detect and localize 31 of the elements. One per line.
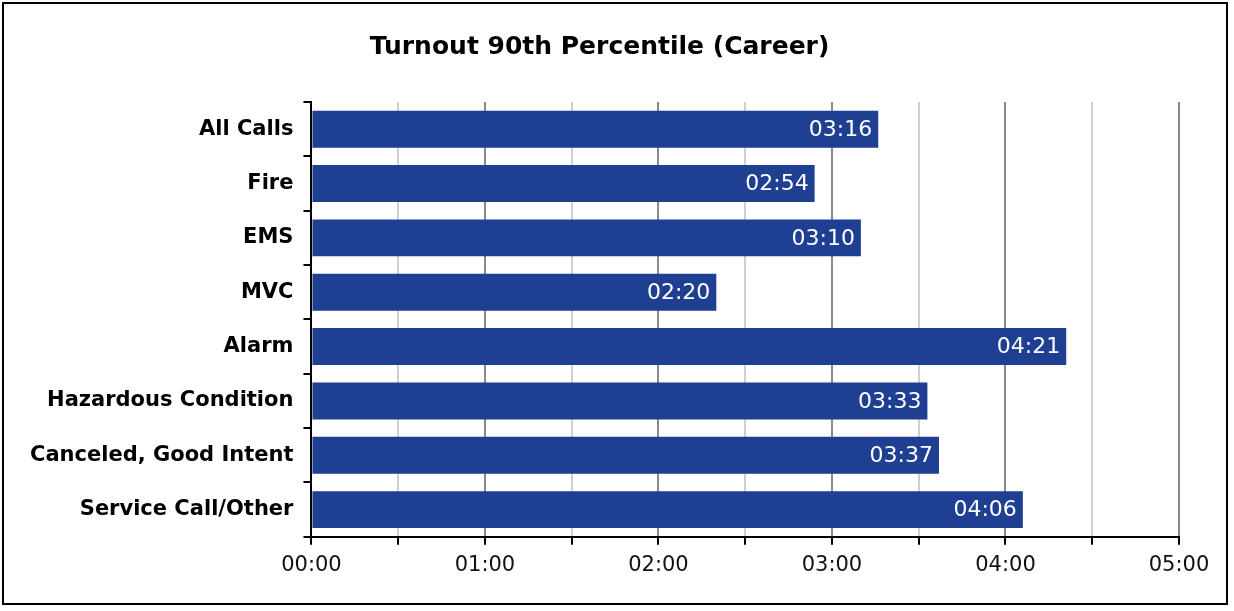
y-tick-label: Hazardous Condition	[47, 387, 294, 412]
data-label: 03:33	[858, 387, 922, 413]
y-tick-label: EMS	[243, 224, 294, 249]
y-tick-label: All Calls	[199, 115, 294, 140]
bar	[312, 491, 1023, 529]
y-tick-label: Canceled, Good Intent	[29, 441, 294, 466]
data-label: 04:06	[953, 496, 1017, 522]
x-tick-label: 02:00	[628, 551, 689, 576]
bar	[312, 436, 939, 474]
bar	[312, 165, 815, 202]
x-tick-label: 03:00	[801, 551, 863, 576]
data-label: 02:54	[745, 170, 809, 196]
bar	[312, 328, 1067, 366]
bar	[312, 219, 861, 257]
data-label: 03:37	[869, 441, 933, 467]
x-tick-label: 00:00	[281, 551, 342, 576]
data-label: 04:21	[996, 333, 1061, 359]
data-label: 03:16	[808, 115, 873, 141]
x-tick-label: 01:00	[454, 551, 516, 576]
x-tick-label: 04:00	[975, 551, 1036, 576]
data-label: 02:20	[646, 278, 711, 304]
y-tick-label: Fire	[247, 169, 294, 194]
data-label: 03:10	[791, 224, 855, 250]
bar	[312, 110, 879, 148]
chart-title: Turnout 90th Percentile (Career)	[369, 30, 830, 60]
bar	[312, 273, 717, 311]
y-tick-label: Alarm	[223, 333, 294, 358]
y-tick-label: Service Call/Other	[79, 496, 295, 521]
bar	[312, 382, 928, 420]
x-tick-label: 05:00	[1148, 551, 1210, 576]
y-tick-label: MVC	[240, 278, 294, 303]
